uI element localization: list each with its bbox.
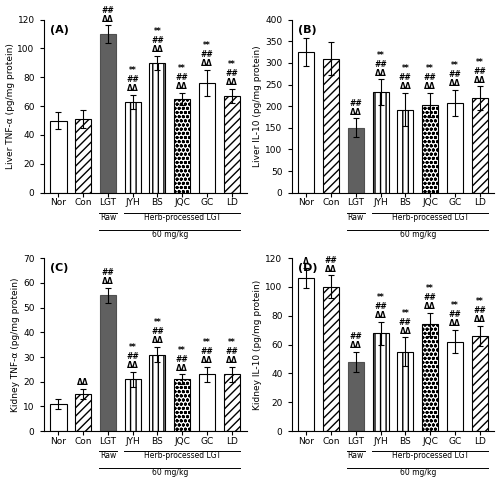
Bar	[75, 394, 91, 431]
Text: Herb-processed LGT: Herb-processed LGT	[144, 451, 220, 460]
Bar	[398, 109, 413, 193]
Text: Herb-processed LGT: Herb-processed LGT	[392, 213, 468, 222]
Bar	[100, 295, 116, 431]
Text: ##
ΔΔ: ## ΔΔ	[350, 98, 362, 117]
Bar	[422, 324, 438, 431]
Bar	[150, 63, 166, 193]
Text: (D): (D)	[298, 263, 317, 273]
Bar	[372, 333, 388, 431]
Bar	[50, 120, 66, 193]
Text: **
##
ΔΔ: ** ## ΔΔ	[226, 338, 238, 365]
Text: **
##
ΔΔ: ** ## ΔΔ	[399, 65, 411, 92]
Text: Raw: Raw	[100, 451, 116, 460]
Text: **
##
ΔΔ: ** ## ΔΔ	[424, 65, 436, 92]
Text: Herb-processed LGT: Herb-processed LGT	[392, 451, 468, 460]
Y-axis label: Kidney TNF-α (pg/mg protein): Kidney TNF-α (pg/mg protein)	[12, 278, 20, 412]
Text: **
##
ΔΔ: ** ## ΔΔ	[200, 41, 213, 68]
Bar	[447, 103, 463, 193]
Text: **
##
ΔΔ: ** ## ΔΔ	[176, 346, 188, 373]
Text: ##
ΔΔ: ## ΔΔ	[102, 268, 114, 286]
Bar	[472, 98, 488, 193]
Text: (B): (B)	[298, 25, 316, 35]
Bar	[124, 102, 140, 193]
Bar	[422, 105, 438, 193]
Text: **
##
ΔΔ: ** ## ΔΔ	[399, 308, 411, 335]
Bar	[124, 379, 140, 431]
Y-axis label: Kidney IL-10 (pg/mg protein): Kidney IL-10 (pg/mg protein)	[254, 280, 262, 410]
Bar	[298, 278, 314, 431]
Bar	[348, 362, 364, 431]
Text: 60 mg/kg: 60 mg/kg	[152, 469, 188, 477]
Text: Δ: Δ	[304, 257, 310, 267]
Bar	[50, 404, 66, 431]
Text: (C): (C)	[50, 263, 68, 273]
Text: **
##
ΔΔ: ** ## ΔΔ	[126, 66, 139, 93]
Bar	[398, 352, 413, 431]
Text: ##
ΔΔ: ## ΔΔ	[350, 332, 362, 350]
Text: Raw: Raw	[348, 451, 364, 460]
Text: **
##
ΔΔ: ** ## ΔΔ	[151, 319, 164, 346]
Bar	[199, 375, 215, 431]
Text: **
##
ΔΔ: ** ## ΔΔ	[424, 284, 436, 311]
Text: **
##
ΔΔ: ** ## ΔΔ	[151, 27, 164, 54]
Bar	[100, 34, 116, 193]
Text: **
##
ΔΔ: ** ## ΔΔ	[374, 293, 387, 320]
Text: **
##
ΔΔ: ** ## ΔΔ	[448, 61, 461, 88]
Text: **
##
ΔΔ: ** ## ΔΔ	[473, 57, 486, 84]
Text: **
##
ΔΔ: ** ## ΔΔ	[473, 297, 486, 324]
Text: ##
ΔΔ: ## ΔΔ	[324, 255, 338, 274]
Text: **
##
ΔΔ: ** ## ΔΔ	[176, 65, 188, 92]
Bar	[372, 93, 388, 193]
Bar	[323, 58, 339, 193]
Y-axis label: Liver IL-10 (pg/mg protein): Liver IL-10 (pg/mg protein)	[254, 45, 262, 167]
Bar	[298, 52, 314, 193]
Bar	[174, 379, 190, 431]
Text: **
##
ΔΔ: ** ## ΔΔ	[126, 343, 139, 370]
Text: Raw: Raw	[348, 213, 364, 222]
Text: Herb-processed LGT: Herb-processed LGT	[144, 213, 220, 222]
Text: **
##
ΔΔ: ** ## ΔΔ	[374, 51, 387, 78]
Bar	[472, 336, 488, 431]
Text: 60 mg/kg: 60 mg/kg	[152, 230, 188, 239]
Bar	[224, 96, 240, 193]
Text: 60 mg/kg: 60 mg/kg	[400, 469, 436, 477]
Text: (A): (A)	[50, 25, 68, 35]
Bar	[150, 355, 166, 431]
Y-axis label: Liver TNF-α (pg/mg protein): Liver TNF-α (pg/mg protein)	[6, 43, 15, 169]
Bar	[224, 375, 240, 431]
Text: ΔΔ: ΔΔ	[78, 378, 89, 388]
Text: **
##
ΔΔ: ** ## ΔΔ	[226, 60, 238, 87]
Bar	[199, 83, 215, 193]
Bar	[75, 119, 91, 193]
Text: ##
ΔΔ: ## ΔΔ	[102, 6, 114, 24]
Bar	[348, 128, 364, 193]
Text: **
##
ΔΔ: ** ## ΔΔ	[448, 302, 461, 329]
Text: 60 mg/kg: 60 mg/kg	[400, 230, 436, 239]
Bar	[174, 99, 190, 193]
Text: Raw: Raw	[100, 213, 116, 222]
Bar	[447, 342, 463, 431]
Text: **
##
ΔΔ: ** ## ΔΔ	[200, 338, 213, 365]
Bar	[323, 287, 339, 431]
